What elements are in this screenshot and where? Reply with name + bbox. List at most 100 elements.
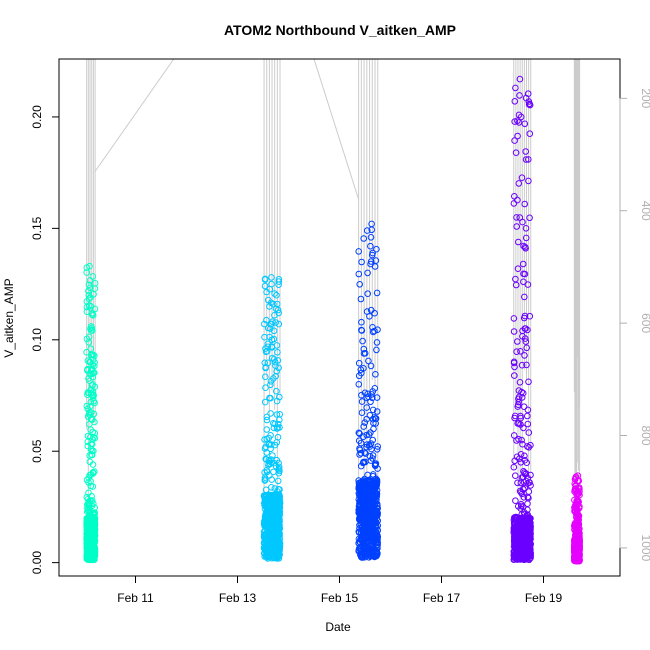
data-point <box>275 469 283 477</box>
data-point <box>515 527 523 534</box>
data-point <box>357 439 365 447</box>
data-point <box>90 369 97 377</box>
data-point <box>273 411 281 418</box>
data-point <box>85 498 93 506</box>
data-point <box>89 381 97 388</box>
y2-tick-label: 400 <box>639 201 650 221</box>
data-point <box>519 542 527 550</box>
data-point <box>364 503 371 511</box>
data-point <box>516 75 524 83</box>
data-point <box>86 522 94 530</box>
data-point <box>525 429 533 436</box>
y2-tick-label: 600 <box>639 313 650 333</box>
data-point <box>269 354 276 362</box>
data-point <box>520 403 528 411</box>
data-point <box>524 412 531 420</box>
data-point <box>367 242 374 250</box>
data-point <box>572 510 580 517</box>
data-point <box>89 312 97 319</box>
data-point <box>267 410 274 417</box>
data-point <box>515 119 523 126</box>
data-point <box>363 441 371 448</box>
data-point <box>86 262 93 270</box>
data-point <box>86 514 94 521</box>
data-point <box>276 411 284 418</box>
data-point <box>265 441 273 448</box>
data-point <box>273 291 280 299</box>
data-point <box>358 488 366 496</box>
data-point <box>84 366 91 374</box>
data-point <box>91 418 98 426</box>
data-point <box>85 501 93 509</box>
data-point <box>573 552 581 560</box>
data-point <box>514 537 522 545</box>
data-point <box>360 345 368 353</box>
data-point <box>267 508 275 516</box>
data-point <box>374 443 382 450</box>
data-point <box>268 336 276 344</box>
data-point <box>91 523 98 531</box>
y-tick-label: 0.05 <box>30 439 44 463</box>
data-point <box>369 536 377 544</box>
data-point <box>261 320 268 328</box>
data-point <box>358 398 366 405</box>
data-point <box>91 519 99 527</box>
data-point <box>356 510 364 517</box>
data-point <box>524 500 531 508</box>
data-point <box>510 315 518 322</box>
data-point <box>266 472 273 479</box>
data-point <box>519 440 526 448</box>
data-point <box>262 384 269 392</box>
data-point <box>271 538 279 546</box>
data-point <box>514 265 522 273</box>
data-point <box>575 540 582 547</box>
data-point <box>374 465 381 472</box>
data-point <box>367 362 375 370</box>
data-point <box>521 554 528 562</box>
data-point <box>262 520 270 528</box>
data-point <box>268 343 276 350</box>
data-point <box>511 98 519 105</box>
data-point <box>373 490 381 497</box>
data-point <box>270 518 277 526</box>
data-point <box>522 234 530 242</box>
data-point <box>85 518 93 525</box>
data-point <box>270 424 278 432</box>
data-point <box>520 242 527 250</box>
data-point <box>275 510 282 517</box>
data-point <box>360 527 367 534</box>
data-point <box>369 406 377 414</box>
data-point <box>522 225 530 232</box>
data-point <box>263 498 271 506</box>
data-point <box>355 372 363 380</box>
data-point <box>525 177 532 185</box>
data-point <box>363 308 371 315</box>
data-point <box>83 269 90 276</box>
data-point <box>359 484 366 492</box>
data-point <box>524 406 532 414</box>
data-point <box>83 402 91 410</box>
data-point <box>522 94 530 102</box>
data-point <box>261 445 269 452</box>
data-point <box>513 348 520 356</box>
data-point <box>367 457 375 464</box>
data-point <box>520 479 528 486</box>
data-point <box>365 431 373 438</box>
y2-tick-label: 800 <box>639 425 650 445</box>
data-point <box>263 468 271 476</box>
data-point <box>522 156 530 163</box>
data-point <box>525 156 532 163</box>
data-point <box>83 476 91 484</box>
data-point <box>86 452 93 459</box>
data-point <box>525 518 533 526</box>
data-point <box>363 394 371 402</box>
data-point <box>360 518 368 526</box>
data-point <box>271 312 278 319</box>
data-point <box>263 426 271 433</box>
data-point <box>512 149 520 156</box>
data-point <box>523 523 531 530</box>
data-point <box>275 463 283 471</box>
x-tick-label: Feb 15 <box>321 591 359 605</box>
data-point <box>261 502 268 509</box>
data-point <box>274 424 282 431</box>
